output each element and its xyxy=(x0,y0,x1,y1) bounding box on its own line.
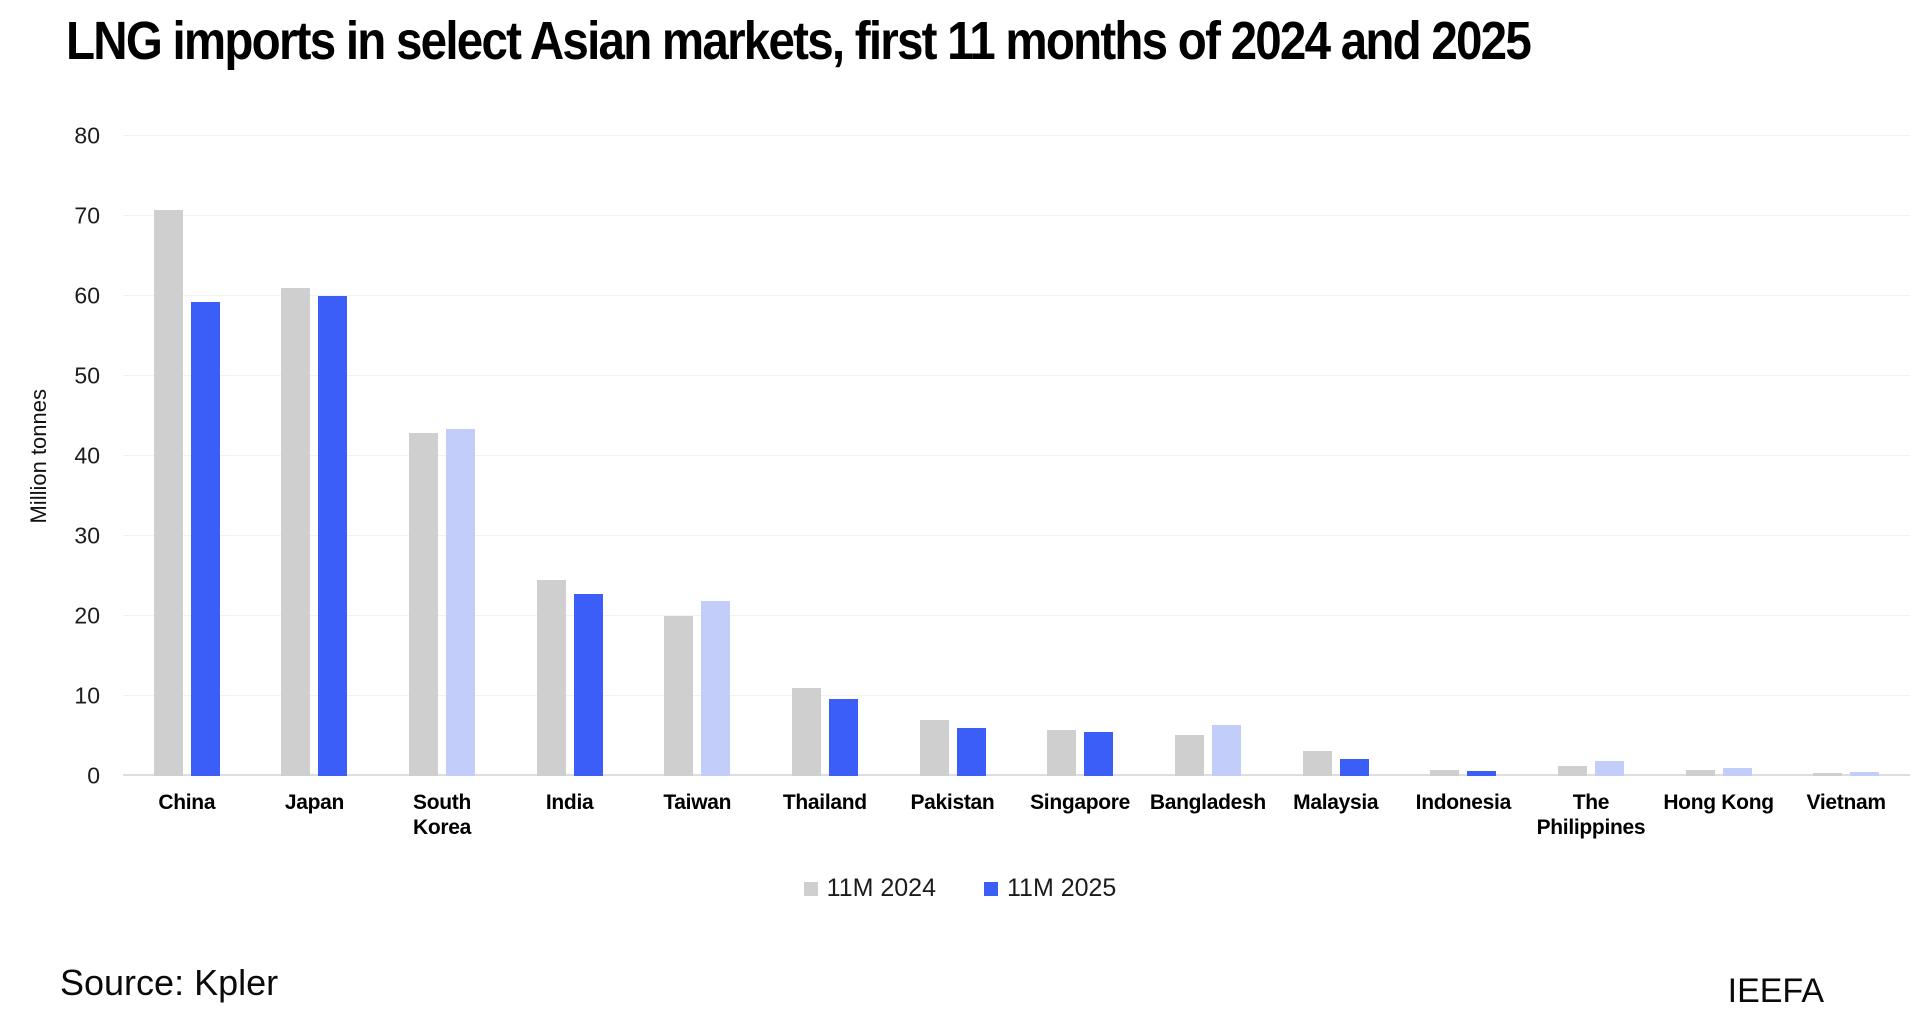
bar-group-japan xyxy=(251,288,379,776)
x-label-the-philippines: The Philippines xyxy=(1536,791,1646,840)
bar-2025-taiwan[interactable] xyxy=(701,600,731,776)
bar-2025-the-philippines[interactable] xyxy=(1594,760,1624,776)
x-label-thailand: Thailand xyxy=(782,791,867,814)
bar-2024-singapore[interactable] xyxy=(1047,729,1077,776)
x-label-south-korea: South Korea xyxy=(413,791,472,840)
bar-2024-hong-kong[interactable] xyxy=(1685,769,1715,776)
bar-2024-south-korea[interactable] xyxy=(409,432,439,776)
bar-group-indonesia xyxy=(1399,769,1527,776)
x-label-singapore: Singapore xyxy=(1030,791,1131,814)
x-label-hong-kong: Hong Kong xyxy=(1663,791,1774,814)
y-axis-label: Million tonnes xyxy=(26,388,51,524)
bar-2024-japan[interactable] xyxy=(281,288,311,776)
x-label-vietnam: Vietnam xyxy=(1806,791,1887,814)
chart-title: LNG imports in select Asian markets, fir… xyxy=(66,11,1532,71)
bar-group-pakistan xyxy=(889,720,1017,776)
bar-2025-malaysia[interactable] xyxy=(1339,759,1369,776)
gridline-50 xyxy=(123,375,1910,376)
gridline-80 xyxy=(123,135,1910,136)
gridline-10 xyxy=(123,695,1910,696)
legend-swatch-icon xyxy=(803,881,818,896)
bar-2025-thailand[interactable] xyxy=(829,699,859,776)
y-tick-80: 80 xyxy=(74,122,100,149)
gridline-20 xyxy=(123,615,1910,616)
bar-2025-hong-kong[interactable] xyxy=(1722,768,1752,776)
x-axis-baseline xyxy=(123,774,1910,776)
bar-group-singapore xyxy=(1016,729,1144,776)
bar-group-china xyxy=(123,209,251,776)
y-tick-0: 0 xyxy=(87,762,100,789)
bar-2025-singapore[interactable] xyxy=(1084,732,1114,776)
y-tick-50: 50 xyxy=(74,362,100,389)
bar-2024-bangladesh[interactable] xyxy=(1174,735,1204,776)
bar-2024-thailand[interactable] xyxy=(792,688,822,776)
bar-2025-japan[interactable] xyxy=(318,296,348,776)
x-label-pakistan: Pakistan xyxy=(910,791,995,814)
legend-label: 11M 2024 xyxy=(826,874,936,902)
y-tick-10: 10 xyxy=(74,682,100,709)
source-note: Source: Kpler xyxy=(60,962,279,1003)
bar-group-thailand xyxy=(761,688,889,776)
bar-group-taiwan xyxy=(634,600,762,776)
gridline-40 xyxy=(123,455,1910,456)
legend-item-11m-2024[interactable]: 11M 2024 xyxy=(803,874,936,903)
bar-group-hong-kong xyxy=(1655,768,1783,776)
brand-logo-text: IEEFA xyxy=(1727,972,1824,1010)
bar-2025-pakistan[interactable] xyxy=(956,728,986,776)
bar-2024-india[interactable] xyxy=(536,580,566,776)
bar-group-vietnam xyxy=(1782,772,1910,776)
bar-2024-indonesia[interactable] xyxy=(1430,769,1460,776)
bar-2025-india[interactable] xyxy=(573,593,603,776)
x-label-japan: Japan xyxy=(284,791,345,814)
bar-2025-vietnam[interactable] xyxy=(1850,772,1880,776)
legend-label: 11M 2025 xyxy=(1007,874,1117,902)
gridline-30 xyxy=(123,535,1910,536)
bar-2025-bangladesh[interactable] xyxy=(1211,724,1241,776)
bar-2024-pakistan[interactable] xyxy=(919,720,949,776)
bar-2025-indonesia[interactable] xyxy=(1467,771,1497,776)
bar-group-india xyxy=(506,580,634,776)
x-axis-labels: China Japan South Korea India Taiwan Thailand… xyxy=(123,790,1910,840)
x-label-bangladesh: Bangladesh xyxy=(1149,791,1266,814)
y-axis-label-wrap: Million tonnes xyxy=(26,136,52,776)
gridline-60 xyxy=(123,295,1910,296)
x-label-taiwan: Taiwan xyxy=(663,791,732,814)
bar-group-malaysia xyxy=(1272,751,1400,776)
bar-2025-south-korea[interactable] xyxy=(446,428,476,776)
bar-2024-china[interactable] xyxy=(153,209,183,776)
bar-2024-the-philippines[interactable] xyxy=(1557,765,1587,776)
bar-2024-taiwan[interactable] xyxy=(664,616,694,776)
bar-2024-malaysia[interactable] xyxy=(1302,751,1332,776)
legend-item-11m-2025[interactable]: 11M 2025 xyxy=(984,874,1116,903)
legend-swatch-icon xyxy=(984,881,998,896)
legend: 11M 2024 11M 2025 xyxy=(0,874,1920,903)
y-axis-ticks: 0 10 20 30 40 50 60 70 80 xyxy=(0,123,100,789)
bar-group-the-philippines xyxy=(1527,760,1655,776)
y-tick-60: 60 xyxy=(74,282,100,309)
bar-2024-vietnam[interactable] xyxy=(1813,772,1843,776)
bar-2025-china[interactable] xyxy=(190,302,220,776)
y-tick-40: 40 xyxy=(74,442,100,469)
x-label-malaysia: Malaysia xyxy=(1293,791,1379,814)
bar-series-area xyxy=(123,136,1910,776)
bar-group-south-korea xyxy=(378,428,506,776)
x-label-india: India xyxy=(545,791,594,814)
bar-group-bangladesh xyxy=(1144,724,1272,776)
gridline-70 xyxy=(123,215,1910,216)
y-tick-70: 70 xyxy=(74,202,100,229)
y-tick-20: 20 xyxy=(74,602,100,629)
y-tick-30: 30 xyxy=(74,522,100,549)
plot-area xyxy=(123,135,1910,776)
x-label-china: China xyxy=(158,791,216,814)
x-label-indonesia: Indonesia xyxy=(1415,791,1512,814)
